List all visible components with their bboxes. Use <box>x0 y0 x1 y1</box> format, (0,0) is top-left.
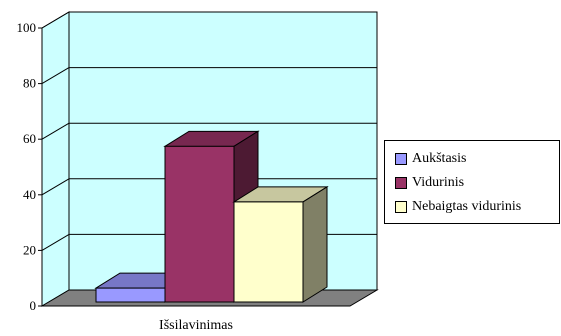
legend-label-aukstasis: Aukštasis <box>412 151 467 166</box>
y-tick-label: 100 <box>17 20 37 35</box>
bars <box>94 130 329 303</box>
plot-side-wall <box>41 11 70 307</box>
y-tick-label: 80 <box>23 76 36 91</box>
bar-front-aukstasis <box>95 287 166 303</box>
y-tick-label: 60 <box>23 131 36 146</box>
y-axis-ticks: 0 20 40 60 80 100 <box>17 20 42 313</box>
y-tick-label: 40 <box>23 187 36 202</box>
legend-swatch-vidurinis <box>395 177 407 189</box>
legend-item-aukstasis: Aukštasis <box>395 150 466 168</box>
legend-swatch-nebaigtas-vidurinis <box>395 201 407 213</box>
gridline-side <box>41 11 70 29</box>
gridline-side <box>41 122 70 140</box>
legend: Aukštasis Vidurinis Nebaigtas vidurinis <box>384 140 560 224</box>
y-tick-label: 20 <box>23 242 36 257</box>
legend-label-nebaigtas-vidurinis: Nebaigtas vidurinis <box>412 199 522 214</box>
bar-side-nebaigtas-vidurinis <box>302 186 328 303</box>
legend-item-vidurinis: Vidurinis <box>395 174 464 192</box>
bar-front-vidurinis <box>164 145 235 303</box>
gridline-side <box>41 67 70 85</box>
legend-item-nebaigtas-vidurinis: Nebaigtas vidurinis <box>395 198 521 216</box>
x-axis-categories: Išsilavinimas <box>159 318 233 333</box>
x-category-label: Išsilavinimas <box>159 318 233 333</box>
gridline-side <box>41 178 70 196</box>
legend-swatch-aukstasis <box>395 153 407 165</box>
gridline-side <box>41 233 70 251</box>
bar-nebaigtas-vidurinis <box>232 186 329 303</box>
y-tick-label: 0 <box>30 298 37 313</box>
legend-label-vidurinis: Vidurinis <box>412 175 465 190</box>
bar-front-nebaigtas-vidurinis <box>233 201 304 303</box>
